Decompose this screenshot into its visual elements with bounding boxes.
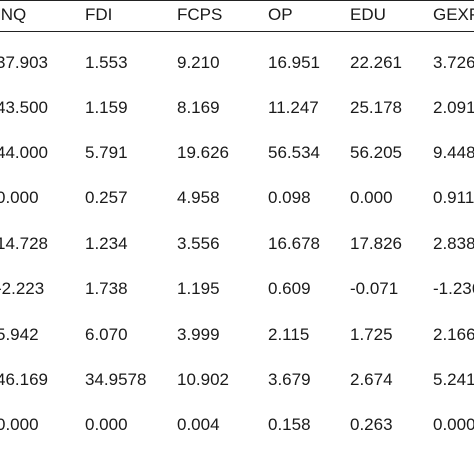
cell-r1-op: 11.247 (268, 98, 319, 117)
cell-r8-fcps: 0.004 (177, 415, 220, 434)
cell-r1-edu: 25.178 (350, 98, 402, 117)
cell-r5-fcps: 1.195 (177, 279, 220, 298)
cell-r2-inq: 44.000 (0, 143, 48, 162)
cell-r4-inq: 14.728 (0, 234, 48, 253)
cell-r6-op: 2.115 (268, 325, 310, 344)
cell-r7-inq: 46.169 (0, 370, 48, 389)
header-rule (0, 31, 474, 32)
cell-r5-op: 0.609 (268, 279, 311, 298)
cell-r8-edu: 0.263 (350, 415, 393, 434)
cell-r0-fcps: 9.210 (177, 53, 220, 72)
cell-r5-gexp: -1.236 (433, 279, 474, 298)
header-gexp: GEXP (433, 5, 474, 24)
cell-r3-op: 0.098 (268, 188, 311, 207)
header-fcps: FCPS (177, 5, 223, 24)
cell-r3-fdi: 0.257 (85, 188, 128, 207)
cell-r6-fdi: 6.070 (85, 325, 128, 344)
header-fdi: FDI (85, 5, 113, 24)
cell-r4-fcps: 3.556 (177, 234, 220, 253)
cell-r3-gexp: 0.911 (433, 188, 474, 207)
cell-r1-fcps: 8.169 (177, 98, 220, 117)
cell-r1-inq: 43.500 (0, 98, 48, 117)
cell-r4-fdi: 1.234 (85, 234, 128, 253)
cell-r0-edu: 22.261 (350, 53, 402, 72)
cell-r5-edu: -0.071 (350, 279, 399, 298)
header-inq: INQ (0, 5, 27, 24)
cell-r7-edu: 2.674 (350, 370, 393, 389)
header-op: OP (268, 5, 293, 24)
cell-r5-fdi: 1.738 (85, 279, 128, 298)
cell-r0-gexp: 3.726 (433, 53, 474, 72)
cell-r4-gexp: 2.838 (433, 234, 474, 253)
cell-r8-inq: 0.000 (0, 415, 39, 434)
cell-r8-op: 0.158 (268, 415, 311, 434)
cell-r2-edu: 56.205 (350, 143, 402, 162)
header-edu: EDU (350, 5, 386, 24)
cell-r2-gexp: 9.448 (433, 143, 474, 162)
cell-r8-gexp: 0.000 (433, 415, 474, 434)
cell-r3-edu: 0.000 (350, 188, 393, 207)
cell-r4-edu: 17.826 (350, 234, 402, 253)
cell-r2-op: 56.534 (268, 143, 320, 162)
cell-r0-inq: 37.903 (0, 53, 48, 72)
cell-r7-fcps: 10.902 (177, 370, 229, 389)
cell-r8-fdi: 0.000 (85, 415, 128, 434)
table-top-rule (0, 0, 474, 1)
cell-r0-op: 16.951 (268, 53, 320, 72)
cell-r2-fcps: 19.626 (177, 143, 229, 162)
cell-r1-fdi: 1.159 (85, 98, 128, 117)
cell-r7-fdi: 34.9578 (85, 370, 147, 389)
cell-r1-gexp: 2.091 (433, 98, 474, 117)
cell-r3-fcps: 4.958 (177, 188, 220, 207)
cell-r3-inq: 0.000 (0, 188, 39, 207)
cell-r6-fcps: 3.999 (177, 325, 220, 344)
cell-r6-inq: 5.942 (0, 325, 39, 344)
cell-r4-op: 16.678 (268, 234, 320, 253)
cell-r5-inq: -2.223 (0, 279, 45, 298)
cell-r7-op: 3.679 (268, 370, 311, 389)
cell-r6-edu: 1.725 (350, 325, 393, 344)
cell-r0-fdi: 1.553 (85, 53, 128, 72)
cell-r7-gexp: 5.241 (433, 370, 474, 389)
cell-r2-fdi: 5.791 (85, 143, 128, 162)
cell-r6-gexp: 2.166 (433, 325, 474, 344)
